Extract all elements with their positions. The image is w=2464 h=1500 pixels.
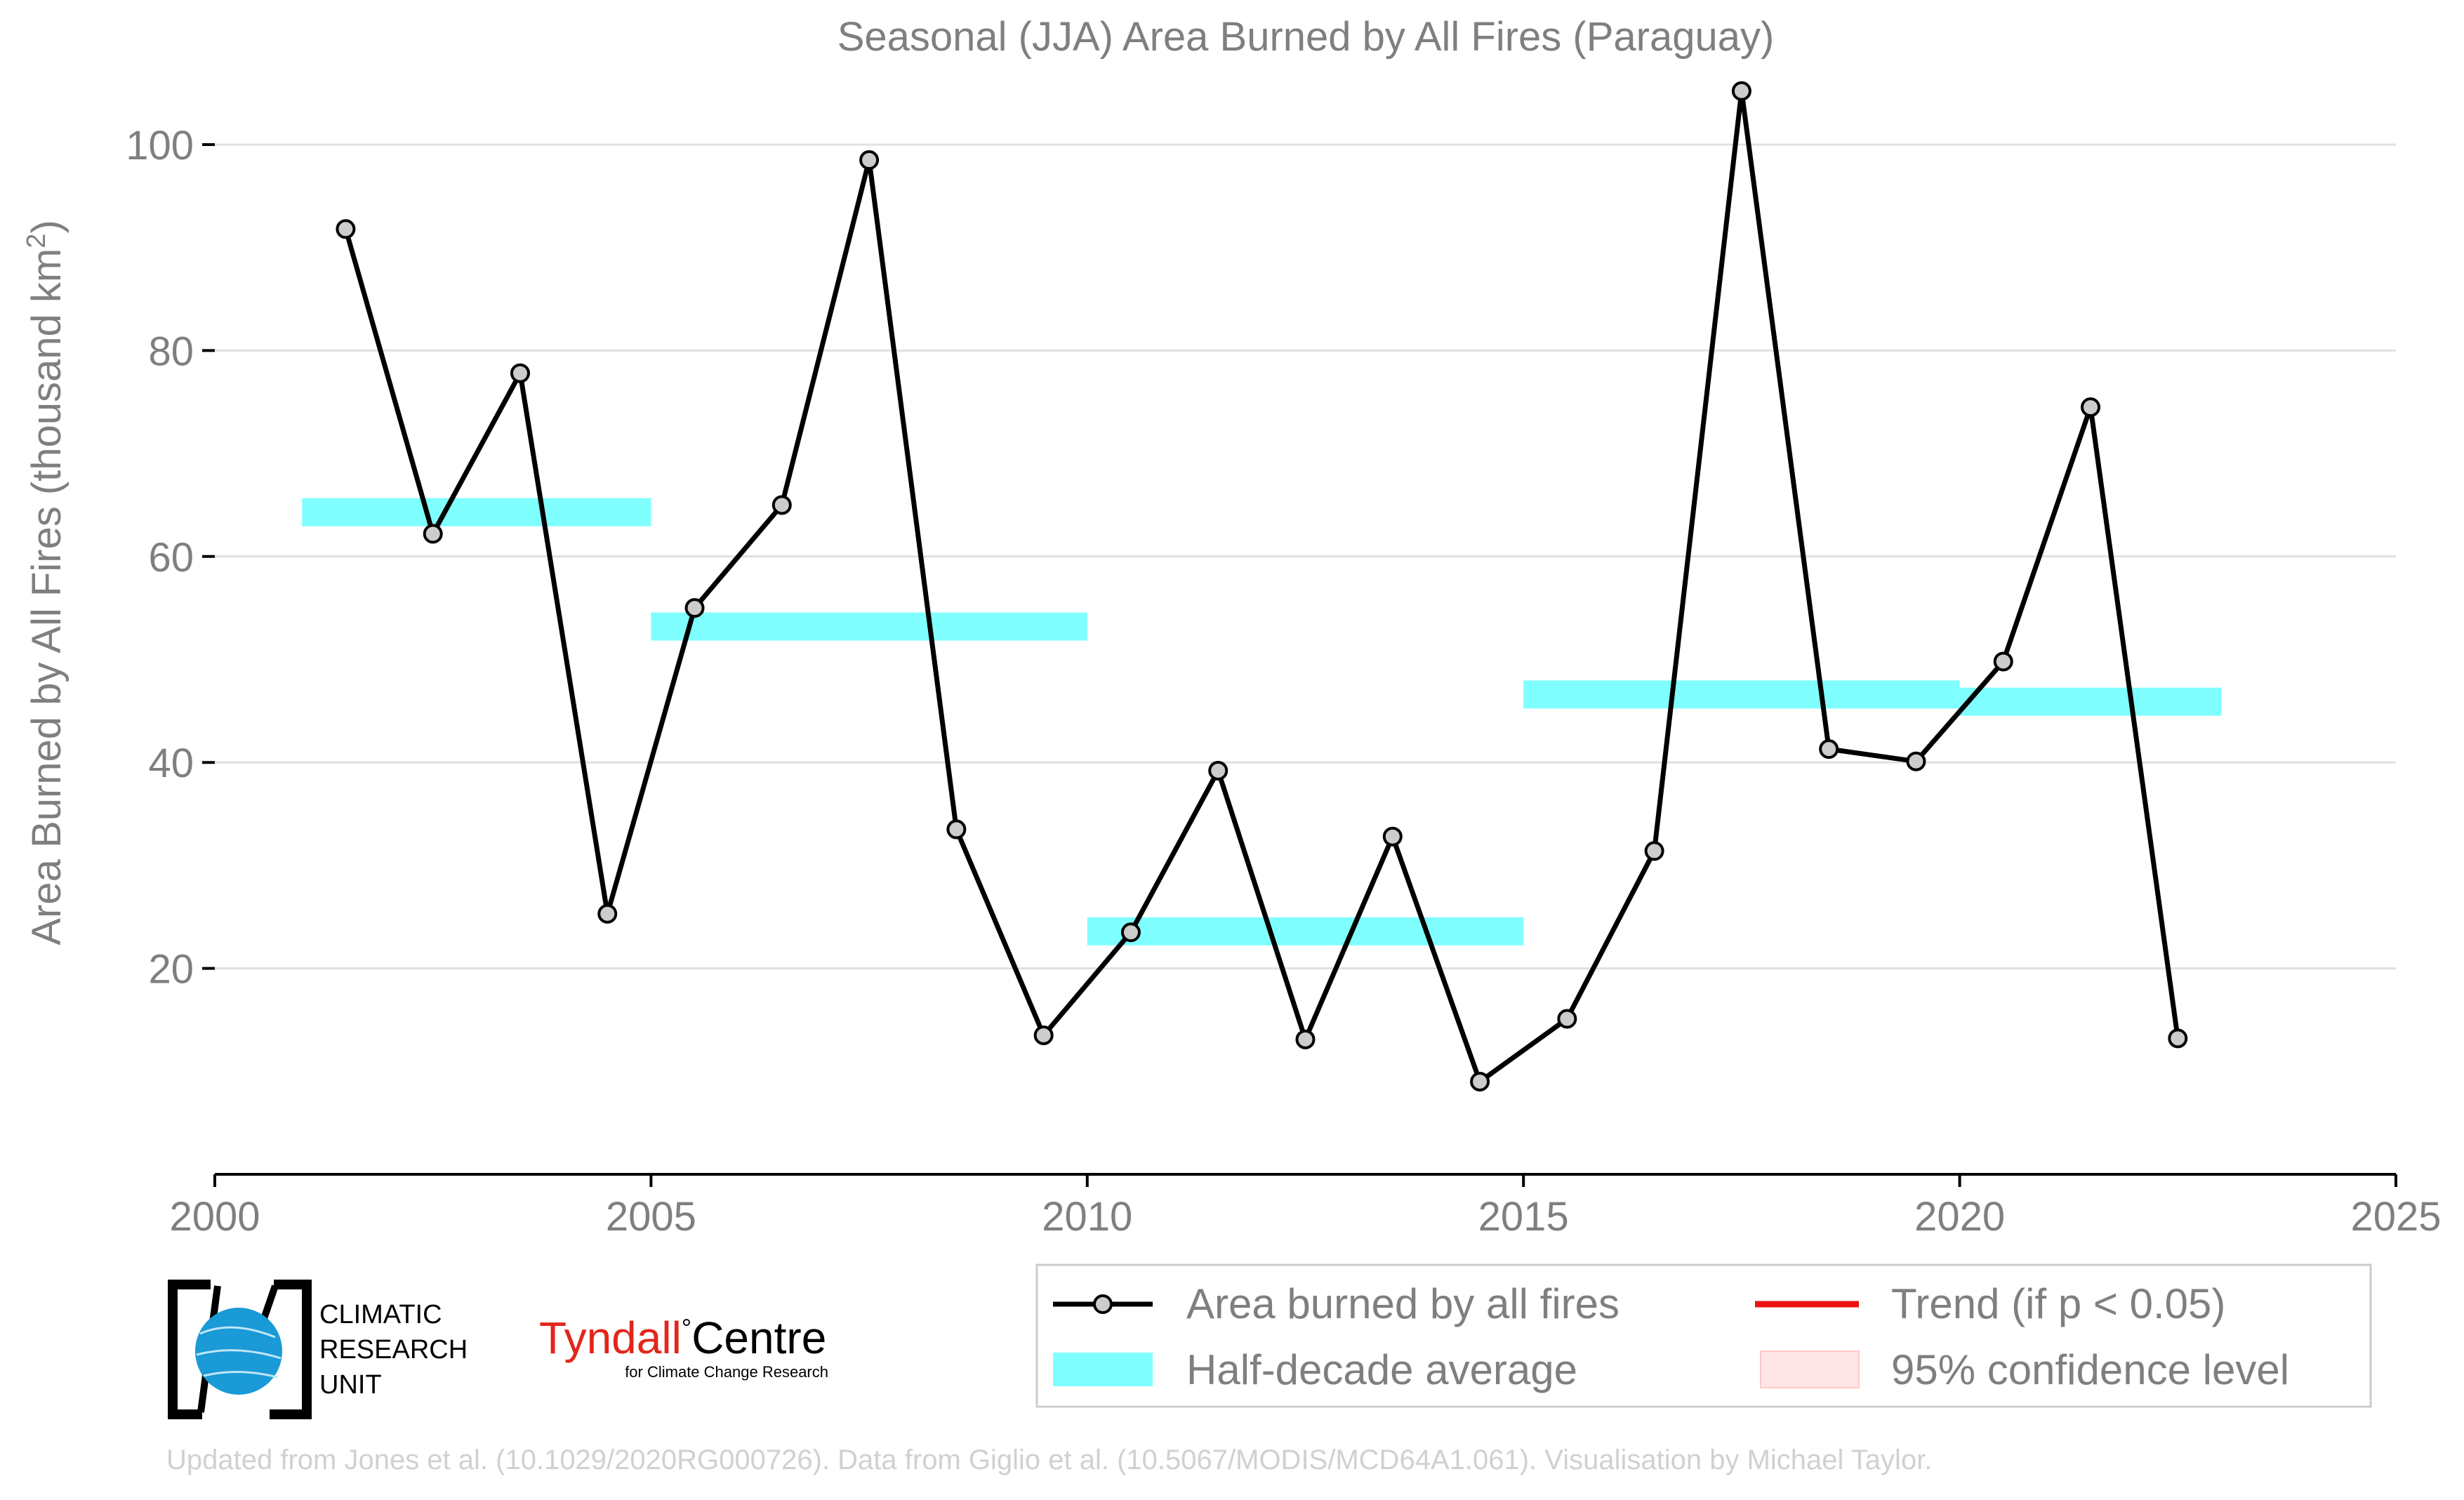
legend: Area burned by all fires Trend (if p < 0… [1035, 1263, 2372, 1408]
half-decade-bar-4 [1959, 687, 2222, 716]
y-tick-label: 40 [148, 741, 194, 786]
cru-logo-left-bracket [168, 1280, 211, 1419]
chart-title: Seasonal (JJA) Area Burned by All Fires … [837, 14, 1775, 60]
footer-credit: Updated from Jones et al. (10.1029/2020R… [166, 1445, 1932, 1475]
tyndall-degree: ° [682, 1313, 691, 1342]
half-decade-bars [302, 498, 2222, 945]
cru-logo-text-1: CLIMATIC [319, 1300, 442, 1329]
tyndall-tagline: for Climate Change Research [625, 1363, 828, 1381]
data-point [946, 819, 967, 839]
data-point [2081, 397, 2101, 418]
data-point [1470, 1071, 1490, 1091]
data-point [771, 495, 792, 515]
legend-patch-half-decade [1053, 1353, 1153, 1386]
x-tick-label: 2010 [1042, 1194, 1132, 1240]
data-point [336, 219, 356, 239]
half-decade-bar-1 [651, 612, 1087, 641]
x-tick-label: 2005 [606, 1194, 696, 1240]
data-point [1557, 1009, 1577, 1029]
y-axis-label-main: Area Burned by All Fires (thousand km [24, 248, 69, 945]
data-point [684, 598, 705, 618]
data-point [1120, 922, 1141, 943]
legend-box [1035, 1263, 2372, 1408]
data-point [423, 524, 443, 544]
y-tick-label: 20 [148, 947, 194, 993]
cru-logo-text-3: UNIT [319, 1370, 382, 1400]
y-axis-label: Area Burned by All Fires (thousand km2) [22, 220, 69, 945]
half-decade-bar-0 [302, 498, 651, 526]
x-axis-ticks: 2000 2005 2010 2015 2020 2025 [169, 1174, 2442, 1240]
data-point [1906, 751, 1926, 771]
y-tick-label: 100 [126, 123, 194, 168]
half-decade-bar-2 [1087, 917, 1524, 945]
y-tick-label: 60 [148, 535, 194, 580]
data-point [597, 903, 618, 924]
cru-logo: CLIMATIC RESEARCH UNIT [168, 1280, 468, 1419]
tyndall-logo: Tyndall°Centre for Climate Change Resear… [539, 1313, 828, 1381]
data-point [1208, 760, 1228, 781]
x-tick-label: 2000 [169, 1194, 260, 1240]
y-axis-ticks: 20 40 60 80 100 [126, 123, 215, 993]
legend-label-trend: Trend (if p < 0.05) [1891, 1280, 2225, 1327]
data-point [1819, 739, 1839, 759]
x-tick-label: 2015 [1478, 1194, 1569, 1240]
data-point [1382, 826, 1403, 847]
series-line-area-burned [343, 88, 2180, 1084]
x-tick-label: 2025 [2350, 1194, 2441, 1240]
y-tick-label: 80 [148, 328, 194, 374]
tyndall-name-part2: Centre [691, 1313, 826, 1363]
legend-label-confidence: 95% confidence level [1891, 1346, 2289, 1393]
series-line-layer [343, 88, 2180, 1084]
gridlines [215, 143, 2396, 970]
cru-globe-contour [196, 1326, 281, 1379]
legend-label-area-burned: Area burned by all fires [1186, 1280, 1620, 1327]
half-decade-bar-3 [1523, 680, 1960, 709]
x-tick-label: 2020 [1914, 1194, 2005, 1240]
legend-patch-confidence [1760, 1350, 1860, 1388]
data-point [510, 363, 530, 383]
legend-label-half-decade: Half-decade average [1186, 1346, 1577, 1393]
cru-logo-right-bracket [270, 1280, 312, 1419]
data-point [1731, 81, 1751, 101]
data-point [2168, 1028, 2188, 1049]
legend-marker-area-burned [1093, 1294, 1113, 1314]
data-point [859, 150, 880, 171]
tyndall-name-part1: Tyndall [539, 1313, 682, 1363]
data-point [1033, 1025, 1054, 1045]
data-point [1993, 651, 2013, 672]
y-axis-label-superscript: 2 [22, 234, 51, 248]
data-point [1644, 841, 1664, 861]
tyndall-name: Tyndall°Centre [539, 1313, 826, 1363]
data-point [1295, 1029, 1316, 1049]
cru-logo-text-2: RESEARCH [319, 1335, 468, 1365]
y-axis-label-tail: ) [24, 220, 69, 233]
series-markers [336, 81, 2188, 1091]
